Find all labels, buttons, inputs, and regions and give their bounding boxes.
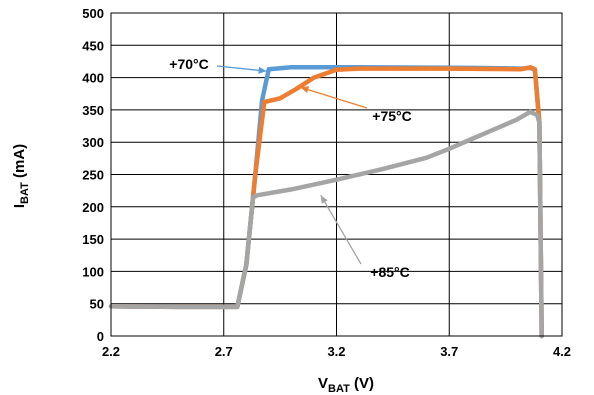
x-tick-label: 3.2	[327, 344, 345, 359]
y-tick-label: 300	[82, 135, 104, 150]
y-tick-label: 450	[82, 38, 104, 53]
annotation-leader	[300, 86, 368, 109]
x-axis-title-main: V	[318, 375, 328, 392]
y-tick-label: 200	[82, 200, 104, 215]
x-tick-label: 2.2	[102, 344, 120, 359]
annotation-leader	[320, 194, 362, 265]
y-axis-title-sub: BAT	[19, 182, 31, 204]
series-line-3	[108, 109, 544, 339]
series-layer	[108, 65, 544, 339]
x-axis-title-unit: (V)	[350, 375, 374, 392]
y-axis-title-main: I	[11, 204, 28, 208]
y-tick-label: 100	[82, 264, 104, 279]
plot-frame	[110, 12, 563, 337]
x-tick-label: 3.7	[440, 344, 458, 359]
annotation-label: +75°C	[372, 108, 411, 124]
y-tick-label: 0	[97, 329, 104, 344]
x-tick-labels: 2.2 2.7 3.2 3.7 4.2	[102, 344, 571, 359]
y-tick-label: 50	[90, 297, 104, 312]
annotation-arrowhead	[320, 195, 328, 204]
x-axis-title-sub: BAT	[328, 383, 350, 395]
annotation-label: +70°C	[169, 56, 208, 72]
y-axis-title: IBAT (mA)	[11, 144, 31, 208]
annotation-arrowhead	[258, 66, 267, 74]
y-tick-label: 500	[82, 6, 104, 21]
y-tick-label: 150	[82, 232, 104, 247]
y-tick-label: 250	[82, 168, 104, 183]
annotation-layer: +70°C +75°C +85°C	[169, 56, 411, 280]
y-axis-title-unit: (mA)	[11, 144, 28, 182]
y-tick-label: 400	[82, 71, 104, 86]
series-line-2	[108, 65, 544, 339]
x-axis-title: VBAT (V)	[318, 375, 374, 395]
y-tick-label: 350	[82, 103, 104, 118]
x-tick-label: 2.7	[215, 344, 233, 359]
annotation-leader	[216, 65, 267, 72]
x-tick-label: 4.2	[553, 344, 571, 359]
series-line-1	[108, 65, 544, 339]
annotation-label: +85°C	[370, 264, 409, 280]
y-tick-labels: 0 50 100 150 200 250 300 350 400 450 500	[82, 6, 104, 344]
annotation-arrowhead	[300, 86, 310, 93]
